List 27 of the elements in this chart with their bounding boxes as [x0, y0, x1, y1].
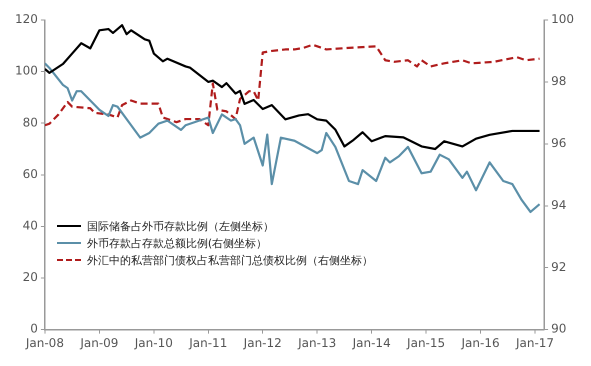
legend-label: 国际储备占外币存款比例（左侧坐标）: [86, 218, 274, 234]
x-tick-label: Jan-14: [352, 336, 391, 350]
y-tick-label: 120: [15, 12, 38, 26]
y2-tick-label: 98: [551, 74, 566, 88]
x-tick-label: Jan-13: [297, 336, 336, 350]
line-series: [44, 44, 541, 126]
y2-tick-label: 100: [551, 12, 574, 26]
legend-label: 外币存款占存款总额比例(右侧坐标）: [86, 236, 268, 251]
x-tick-label: Jan-08: [24, 336, 64, 350]
x-tick-label: Jan-16: [460, 336, 500, 350]
y2-tick-label: 94: [551, 198, 566, 212]
y-tick-label: 60: [22, 166, 38, 181]
y2-tick-label: 92: [551, 260, 566, 274]
x-tick-label: Jan-15: [406, 336, 446, 350]
x-tick-label: Jan-17: [514, 336, 554, 350]
y-tick-label: 80: [22, 115, 38, 130]
y2-tick-label: 90: [551, 322, 566, 336]
x-tick-label: Jan-11: [188, 336, 228, 350]
x-tick-label: Jan-12: [242, 336, 282, 350]
y-tick-label: 20: [22, 270, 38, 284]
legend-label: 外汇中的私营部门债权占私营部门总债权比例（右侧坐标）: [86, 252, 373, 268]
x-tick-label: Jan-10: [134, 336, 173, 350]
y2-tick-label: 96: [551, 136, 566, 150]
y-tick-label: 100: [15, 64, 38, 78]
y-tick-label: 0: [30, 322, 38, 336]
y-tick-label: 40: [22, 218, 38, 233]
x-tick-label: Jan-09: [79, 336, 118, 350]
